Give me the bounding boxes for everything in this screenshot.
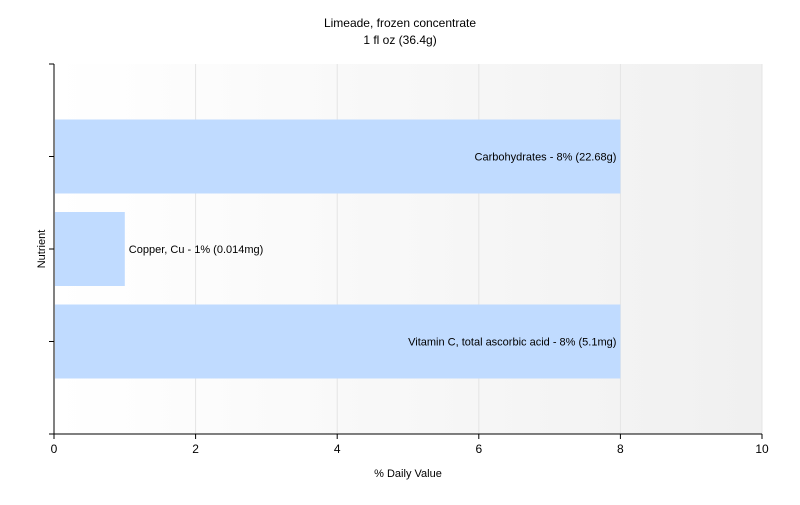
- x-tick-label: 2: [192, 442, 199, 456]
- bar: [55, 119, 621, 194]
- x-tick-label: 6: [475, 442, 482, 456]
- chart-subtitle: 1 fl oz (36.4g): [363, 33, 436, 47]
- x-tick-label: 8: [617, 442, 624, 456]
- chart-title: Limeade, frozen concentrate: [324, 16, 476, 30]
- bar: [55, 304, 621, 379]
- bar-label: Carbohydrates - 8% (22.68g): [475, 152, 617, 164]
- x-axis-label: % Daily Value: [374, 468, 442, 480]
- bar-label: Vitamin C, total ascorbic acid - 8% (5.1…: [408, 337, 616, 349]
- bar-labels: Carbohydrates - 8% (22.68g) Copper, Cu - …: [129, 152, 617, 349]
- x-tick-label: 0: [51, 442, 58, 456]
- bars: [55, 119, 621, 379]
- x-axis-ticks: 0 2 4 6 8 10: [51, 434, 769, 456]
- bar-label: Copper, Cu - 1% (0.014mg): [129, 244, 264, 256]
- y-axis-label: Nutrient: [36, 230, 48, 269]
- x-tick-label: 10: [755, 442, 769, 456]
- x-tick-label: 4: [334, 442, 341, 456]
- bar: [55, 212, 125, 286]
- y-axis-ticks: [49, 63, 54, 435]
